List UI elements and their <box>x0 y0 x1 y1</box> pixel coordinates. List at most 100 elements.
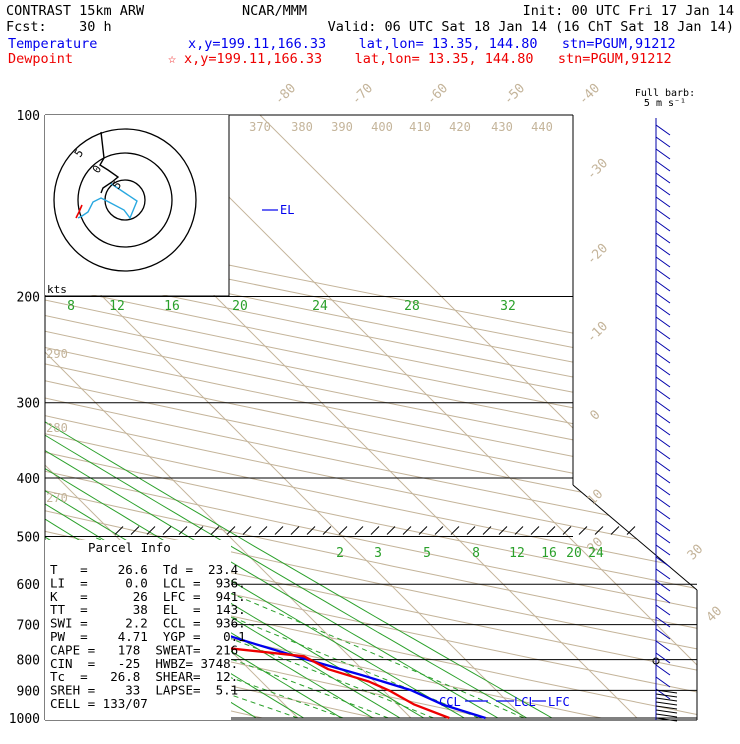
level-500-hash <box>291 526 299 534</box>
theta-label: 280 <box>46 421 68 435</box>
wind-barb <box>656 698 677 701</box>
isotherm-label: -80 <box>272 81 299 108</box>
hodograph-panel <box>45 115 229 295</box>
dewpoint-location: x,y=199.11,166.33 lat,lon= 13.35, 144.80… <box>184 51 672 67</box>
pressure-tick-label: 900 <box>17 684 40 699</box>
pressure-tick-label: 800 <box>17 654 40 669</box>
model-name: CONTRAST 15km ARW <box>6 3 145 19</box>
wind-barb <box>656 233 670 243</box>
mixing-ratio-label: 5 <box>423 546 431 561</box>
center-name: NCAR/MMM <box>242 3 307 19</box>
wind-barb <box>656 149 670 159</box>
level-500-hash <box>371 526 379 534</box>
isotherm-label: -20 <box>584 241 611 268</box>
wind-barb <box>656 197 670 207</box>
wind-barb <box>656 473 670 483</box>
ccl-label: CCL <box>439 695 461 709</box>
level-500-hash <box>163 526 171 534</box>
pressure-tick-label: 300 <box>17 397 40 412</box>
wind-barb <box>656 125 670 135</box>
lcl-label: LCL <box>514 695 536 709</box>
pressure-tick-label: 400 <box>17 472 40 487</box>
wind-barb <box>656 365 670 375</box>
theta-label: 390 <box>331 120 353 134</box>
wind-barb <box>656 497 670 507</box>
level-500-hash <box>515 526 523 534</box>
mixing-ratio-label: 12 <box>109 299 125 314</box>
level-500-hash <box>627 526 635 534</box>
level-500-hash <box>307 526 315 534</box>
wind-barb <box>656 173 670 183</box>
pressure-tick-label: 1000 <box>9 712 40 727</box>
pressure-tick-label: 600 <box>17 578 40 593</box>
wind-barb <box>656 281 670 291</box>
temperature-legend: Temperature <box>8 36 97 52</box>
theta-label: 380 <box>291 120 313 134</box>
level-500-hash <box>243 526 251 534</box>
wind-barb <box>656 509 670 519</box>
valid-time: Valid: 06 UTC Sat 18 Jan 14 (16 ChT Sat … <box>328 19 734 35</box>
el-label: EL <box>280 203 294 217</box>
mixing-ratio-label: 20 <box>566 546 582 561</box>
mixing-ratio-label: 28 <box>404 299 420 314</box>
pressure-tick-label: 700 <box>17 619 40 634</box>
theta-label: 440 <box>531 120 553 134</box>
level-500-hash <box>275 526 283 534</box>
wind-barb <box>656 485 670 495</box>
dewpoint-star-icon: ☆ <box>168 51 176 67</box>
wind-barb <box>656 653 670 663</box>
wind-barb <box>656 257 670 267</box>
wind-barb <box>656 521 670 531</box>
isotherm-label: -70 <box>349 81 376 108</box>
level-500-hash <box>355 526 363 534</box>
dewpoint-legend: Dewpoint <box>8 51 73 67</box>
level-500-hash <box>531 526 539 534</box>
wind-barb <box>656 710 677 713</box>
ccl-lcl-lfc-markers: CCL LCL LFC <box>439 695 570 709</box>
parcel-info-title: Parcel Info <box>88 540 171 555</box>
wind-barb <box>656 569 670 579</box>
level-500-hash <box>387 526 395 534</box>
level-500-hash <box>563 526 571 534</box>
level-500-hash <box>259 526 267 534</box>
mixing-ratio-label: 16 <box>164 299 180 314</box>
wind-barb <box>656 221 670 231</box>
level-500-hash <box>547 526 555 534</box>
wind-barb <box>656 293 670 303</box>
barb-scale-units: 5 m s⁻¹ <box>644 98 686 109</box>
wind-barb <box>656 461 670 471</box>
mixing-ratio-label: 8 <box>67 299 75 314</box>
mixing-ratio-label: 32 <box>500 299 516 314</box>
mixing-ratio-label: 20 <box>232 299 248 314</box>
wind-barb <box>656 377 670 387</box>
level-500-hash <box>467 526 475 534</box>
isotherm-label: 30 <box>685 542 707 564</box>
theta-label: 370 <box>249 120 271 134</box>
wind-barb <box>656 317 670 327</box>
isotherm-label: -10 <box>584 319 611 346</box>
theta-label: 410 <box>409 120 431 134</box>
level-500-hash <box>435 526 443 534</box>
wind-barb <box>656 389 670 399</box>
level-500-hash <box>451 526 459 534</box>
isotherm-label: 0 <box>587 407 603 423</box>
level-500-hash <box>611 526 619 534</box>
isotherm-label: 40 <box>704 604 726 626</box>
pressure-tick-label: 500 <box>17 530 40 545</box>
wind-barb <box>656 305 670 315</box>
wind-barb <box>656 714 677 717</box>
mixing-ratio-label: 16 <box>541 546 557 561</box>
init-time: Init: 00 UTC Fri 17 Jan 14 <box>523 3 734 19</box>
wind-barb <box>656 533 670 543</box>
level-500-hash <box>339 526 347 534</box>
wind-barb <box>656 702 677 705</box>
theta-label: 270 <box>46 491 68 505</box>
hodograph-units: kts <box>47 283 67 296</box>
theta-label: 430 <box>491 120 513 134</box>
wind-barb <box>656 665 670 675</box>
isotherm-label: -60 <box>424 81 451 108</box>
wind-barb <box>656 329 670 339</box>
